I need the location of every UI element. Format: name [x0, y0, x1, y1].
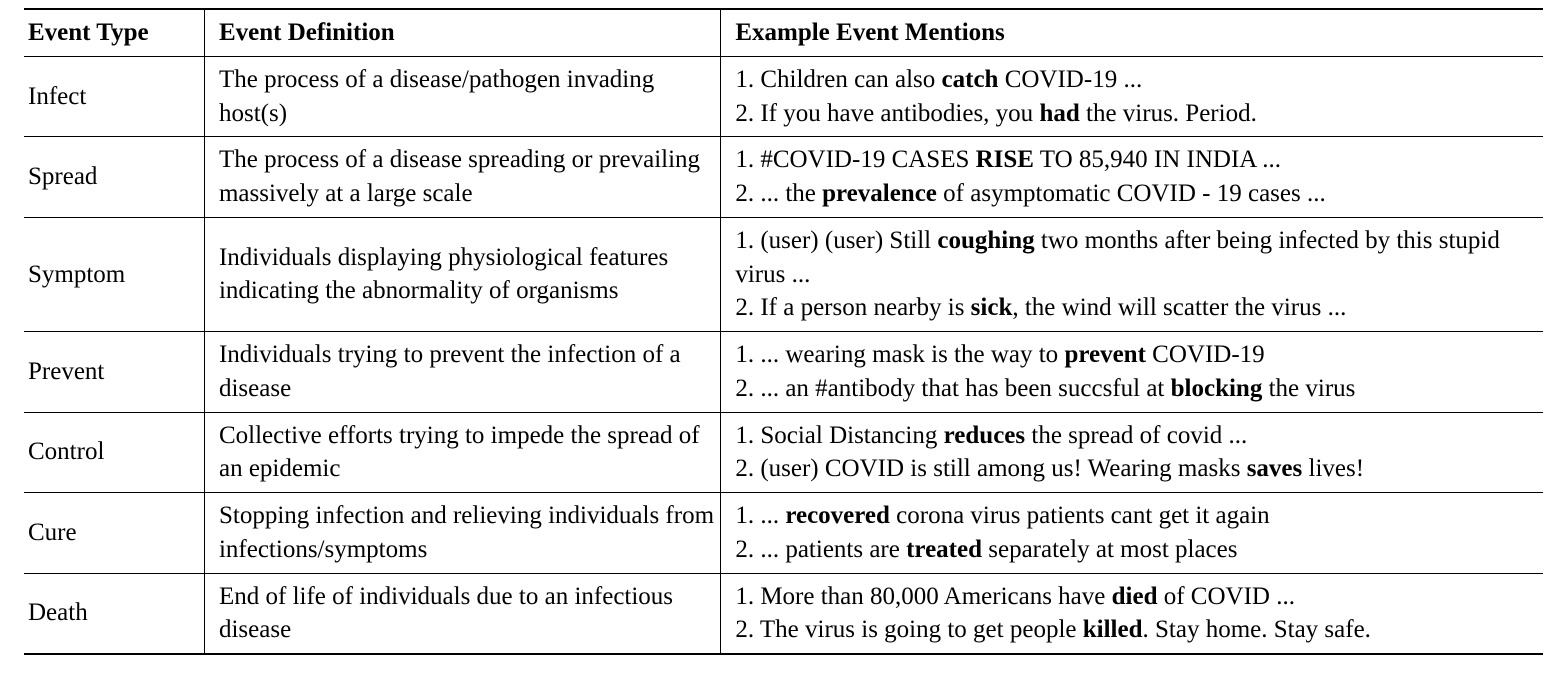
cell-definition: The process of a disease/pathogen invadi…: [204, 56, 720, 137]
col-header-event-type: Event Type: [24, 9, 204, 56]
cell-event-type: Prevent: [24, 332, 204, 413]
cell-definition: Individuals trying to prevent the infect…: [204, 332, 720, 413]
table-row: CureStopping infection and relieving ind…: [24, 493, 1543, 574]
cell-event-type: Symptom: [24, 217, 204, 331]
table-container: Event Type Event Definition Example Even…: [0, 0, 1567, 671]
table-row: InfectThe process of a disease/pathogen …: [24, 56, 1543, 137]
table-header-row: Event Type Event Definition Example Even…: [24, 9, 1543, 56]
cell-event-type: Death: [24, 573, 204, 654]
table-row: DeathEnd of life of individuals due to a…: [24, 573, 1543, 654]
cell-definition: Collective efforts trying to impede the …: [204, 412, 720, 493]
cell-examples: 1. (user) (user) Still coughing two mont…: [721, 217, 1543, 331]
cell-examples: 1. Social Distancing reduces the spread …: [721, 412, 1543, 493]
cell-examples: 1. More than 80,000 Americans have died …: [721, 573, 1543, 654]
table-row: SymptomIndividuals displaying physiologi…: [24, 217, 1543, 331]
table-row: PreventIndividuals trying to prevent the…: [24, 332, 1543, 413]
cell-examples: 1. ... recovered corona virus patients c…: [721, 493, 1543, 574]
cell-event-type: Infect: [24, 56, 204, 137]
cell-examples: 1. Children can also catch COVID-19 ...2…: [721, 56, 1543, 137]
col-header-examples: Example Event Mentions: [721, 9, 1543, 56]
cell-event-type: Cure: [24, 493, 204, 574]
col-header-definition: Event Definition: [204, 9, 720, 56]
cell-definition: Individuals displaying physiological fea…: [204, 217, 720, 331]
cell-examples: 1. ... wearing mask is the way to preven…: [721, 332, 1543, 413]
event-types-table: Event Type Event Definition Example Even…: [24, 8, 1543, 655]
table-body: InfectThe process of a disease/pathogen …: [24, 56, 1543, 654]
cell-event-type: Control: [24, 412, 204, 493]
table-row: ControlCollective efforts trying to impe…: [24, 412, 1543, 493]
cell-definition: Stopping infection and relieving individ…: [204, 493, 720, 574]
cell-examples: 1. #COVID-19 CASES RISE TO 85,940 IN IND…: [721, 137, 1543, 218]
cell-definition: End of life of individuals due to an inf…: [204, 573, 720, 654]
table-row: SpreadThe process of a disease spreading…: [24, 137, 1543, 218]
cell-definition: The process of a disease spreading or pr…: [204, 137, 720, 218]
cell-event-type: Spread: [24, 137, 204, 218]
